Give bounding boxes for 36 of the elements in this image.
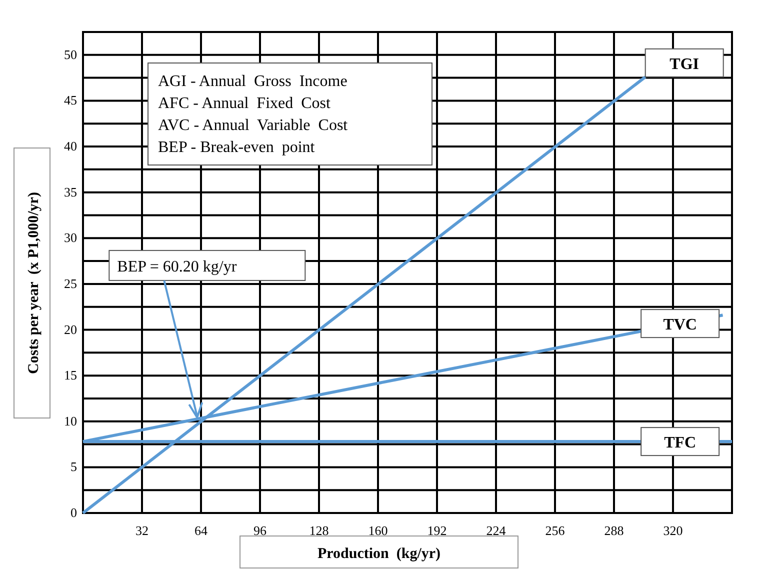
series-label: TGI (670, 56, 700, 73)
x-tick-label: 256 (545, 523, 566, 538)
x-tick-label: 224 (486, 523, 506, 538)
y-tick-label: 0 (70, 505, 77, 520)
label-box: TVC (640, 309, 720, 338)
annotation: AGI - Annual Gross Income (158, 73, 348, 90)
label-box: TFC (640, 427, 720, 456)
x-tick-label: 128 (309, 523, 329, 538)
y-tick-label: 10 (64, 413, 77, 428)
y-tick-label: 50 (64, 46, 77, 62)
series-label: TFC (664, 434, 696, 452)
annotation: BEP - Break-even point (158, 139, 316, 156)
y-axis-title: Costs per year (x P1,000/yr) (26, 192, 42, 374)
y-tick-label: 15 (64, 368, 77, 383)
y-tick-label: 35 (64, 184, 77, 200)
y-tick-label: 45 (64, 92, 77, 108)
label-box: TGI (644, 48, 724, 78)
x-tick-label: 320 (663, 523, 683, 538)
x-tick-label: 192 (427, 523, 447, 538)
title-box: Production (kg/yr) (240, 536, 518, 568)
y-tick-label: 5 (70, 459, 77, 474)
y-tick-label: 30 (64, 230, 77, 246)
y-tick-label: 40 (64, 138, 77, 154)
x-axis-title: Production (kg/yr) (317, 546, 441, 562)
x-tick-label: 160 (368, 523, 388, 538)
annotation: AVC - Annual Variable Cost (158, 117, 348, 134)
x-tick-label: 64 (194, 523, 208, 538)
series-label: TVC (663, 316, 697, 334)
annotation: AFC - Annual Fixed Cost (158, 95, 332, 112)
x-tick-label: 96 (254, 523, 267, 538)
x-tick-label: 32 (136, 523, 148, 538)
title-box: Costs per year (x P1,000/yr) (14, 148, 50, 418)
annotation: BEP = 60.20 kg/yr (117, 258, 238, 276)
y-tick-label: 20 (64, 322, 77, 337)
y-tick-label: 25 (64, 276, 77, 291)
x-tick-label: 288 (604, 523, 624, 538)
